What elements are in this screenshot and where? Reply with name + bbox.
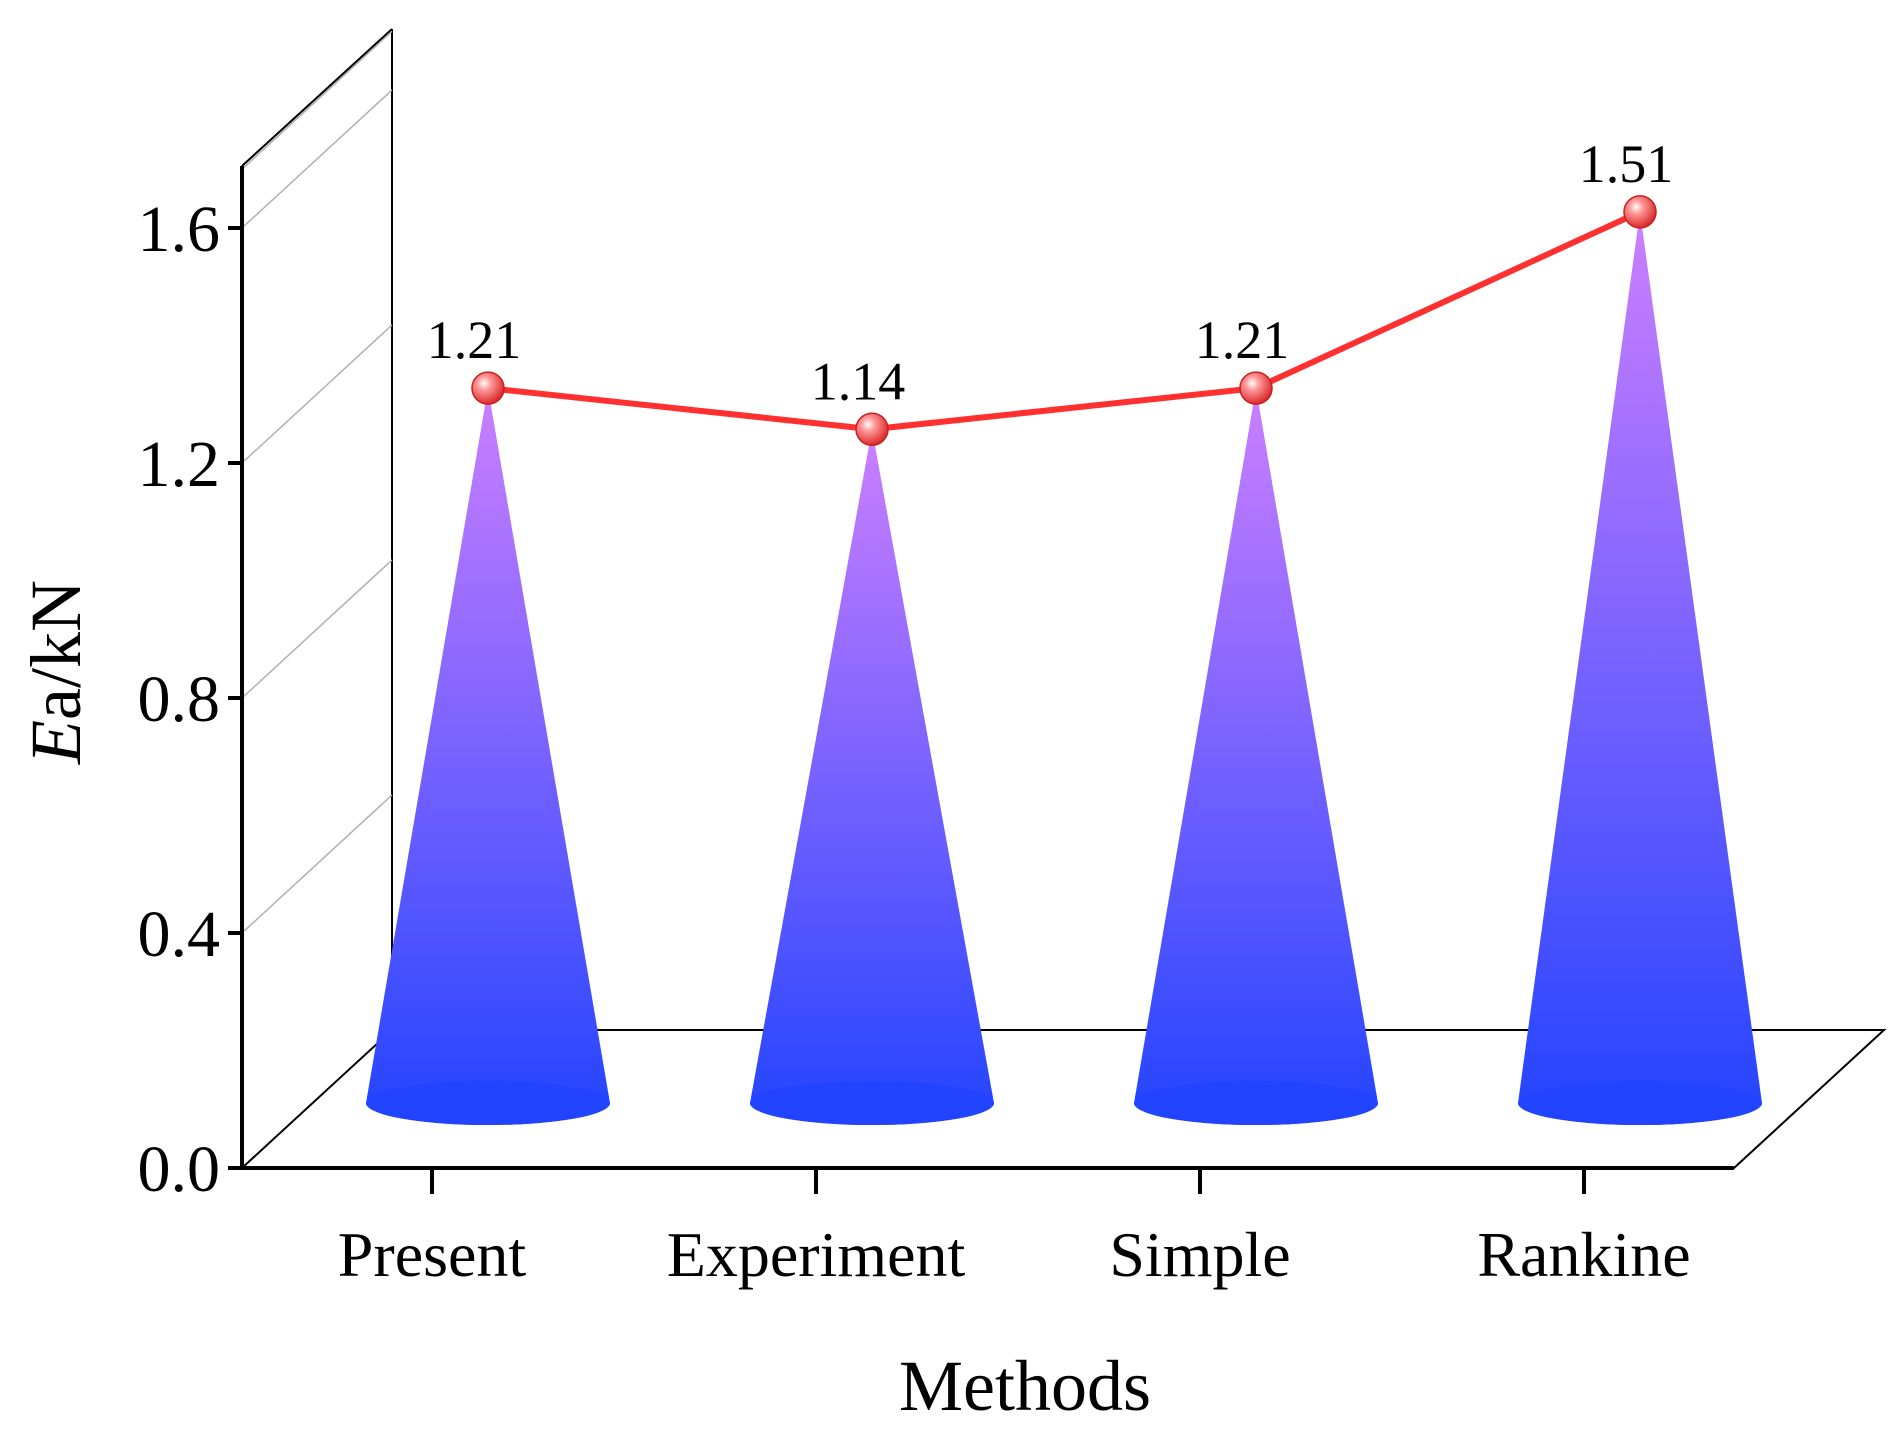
cone-bar [750, 429, 994, 1125]
cone-body [366, 388, 610, 1125]
data-label: 1.14 [811, 351, 906, 411]
y-axis: 0.0 0.4 0.8 1.2 1.6 [138, 193, 242, 1206]
cone-body [1518, 211, 1762, 1125]
cone-bar [366, 388, 610, 1125]
cone-bar [1134, 388, 1378, 1125]
grid-line [241, 30, 393, 170]
x-category-label: Present [338, 1219, 527, 1290]
plot-frame [239, 28, 1887, 1170]
data-label: 1.21 [1195, 310, 1290, 370]
cone-base [750, 1081, 994, 1125]
cone-body [750, 429, 994, 1125]
y-axis-title-italic: E [16, 720, 96, 765]
y-axis-title-unit: a/kN [16, 580, 96, 720]
cone-bars [366, 211, 1762, 1125]
data-point-marker [1623, 195, 1657, 229]
cone-base [1134, 1081, 1378, 1125]
x-category-label: Rankine [1477, 1219, 1690, 1290]
x-category-label: Experiment [667, 1219, 966, 1290]
x-axis-title: Methods [899, 1346, 1151, 1426]
grid-line [241, 559, 393, 699]
data-label: 1.21 [427, 310, 522, 370]
cone-base [1518, 1081, 1762, 1125]
cone-bar [1518, 211, 1762, 1125]
grid-line [241, 324, 393, 464]
line-series [471, 195, 1657, 446]
grid-lines [241, 30, 393, 934]
data-label: 1.51 [1579, 134, 1674, 194]
cone-base [366, 1081, 610, 1125]
top-depth-edge [241, 28, 393, 167]
grid-line [241, 89, 393, 229]
data-labels: 1.21 1.14 1.21 1.51 [427, 134, 1674, 411]
data-point-marker [1239, 371, 1273, 405]
x-axis: Present Experiment Simple Rankine [338, 1168, 1691, 1290]
series-line [487, 209, 1642, 433]
y-axis-title: Ea/kN [16, 580, 96, 765]
y-tick-label: 0.0 [138, 1133, 221, 1206]
cone-body [1134, 388, 1378, 1125]
grid-line [241, 794, 393, 934]
y-tick-label: 1.2 [138, 428, 221, 501]
data-point-marker [855, 412, 889, 446]
y-tick-label: 0.8 [138, 663, 221, 736]
y-tick-label: 1.6 [138, 193, 221, 266]
y-tick-label: 0.4 [138, 898, 221, 971]
data-point-marker [471, 371, 505, 405]
x-category-label: Simple [1109, 1219, 1290, 1290]
